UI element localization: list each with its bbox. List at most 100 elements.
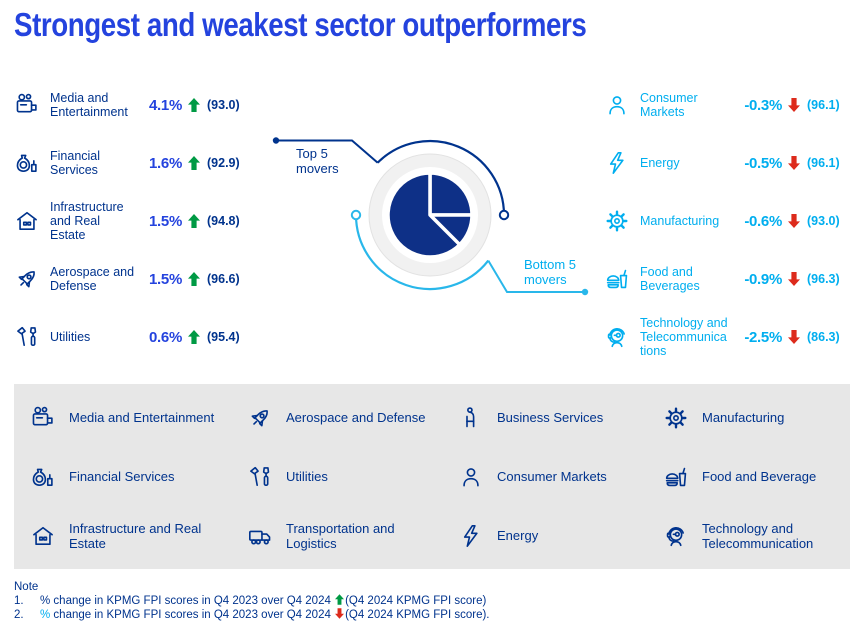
fpi-score: (93.0) (207, 98, 240, 112)
note-pct: % (40, 609, 51, 621)
tools-icon (14, 324, 50, 350)
note-body: change in KPMG FPI scores in Q4 2023 ove… (50, 609, 335, 621)
mover-row: Technology and Telecommunications -2.5% … (604, 308, 864, 366)
pct-change: 1.5% (149, 212, 182, 230)
bottom-movers-arc (354, 214, 490, 291)
money-bag-icon (30, 464, 56, 490)
page-title: Strongest and weakest sector outperforme… (14, 6, 587, 43)
food-drink-icon (604, 266, 640, 292)
note-suffix: (Q4 2024 KPMG FPI score) (345, 595, 487, 607)
person-icon (458, 464, 484, 490)
mover-row: Manufacturing -0.6% (93.0) (604, 192, 864, 250)
legend-item: Media and Entertainment (30, 405, 247, 431)
legend-label: Financial Services (69, 469, 175, 484)
down-arrow-icon (782, 214, 806, 228)
person-icon (604, 92, 640, 118)
legend-item: Consumer Markets (458, 464, 663, 490)
up-arrow-icon (335, 594, 345, 605)
note-number: 1. (14, 595, 24, 607)
sector-label: Manufacturing (640, 214, 720, 228)
fpi-score: (96.3) (807, 272, 840, 286)
down-arrow-icon (782, 330, 806, 344)
legend-label: Food and Beverage (702, 469, 817, 484)
pct-change: 1.6% (149, 154, 182, 172)
note-item: 2. % change in KPMG FPI scores in Q4 202… (14, 608, 490, 622)
fpi-score: (96.6) (207, 272, 240, 286)
lightning-icon (458, 523, 484, 549)
pct-change: 1.5% (149, 270, 182, 288)
note-text: % change in KPMG FPI scores in Q4 2023 o… (40, 608, 490, 622)
up-arrow-icon (182, 330, 206, 344)
legend-label: Manufacturing (702, 410, 785, 425)
down-arrow-icon (782, 156, 806, 170)
sector-label: Infrastructure and Real Estate (50, 200, 124, 242)
legend-item: Food and Beverage (663, 464, 850, 490)
note-text: % change in KPMG FPI scores in Q4 2023 o… (40, 594, 486, 608)
legend-item: Transportation and Logistics (247, 521, 458, 551)
pct-change: -0.3% (744, 96, 782, 114)
legend-label: Infrastructure and Real Estate (69, 520, 202, 551)
fpi-score: (92.9) (207, 156, 240, 170)
headset-head-icon (604, 324, 640, 350)
fpi-score: (95.4) (207, 330, 240, 344)
bottom-movers-column: Consumer Markets -0.3% (96.1) Energy -0.… (604, 76, 864, 366)
mover-row: Media and Entertainment 4.1% (93.0) (14, 76, 266, 134)
legend-label: Transportation and Logistics (286, 520, 395, 551)
rocket-icon (247, 405, 273, 431)
legend-label: Technology and Telecommunication (702, 520, 814, 551)
truck-icon (247, 523, 273, 549)
pct-change: -0.6% (744, 212, 782, 230)
sector-label: Financial Services (50, 149, 101, 177)
top-movers-column: Media and Entertainment 4.1% (93.0) Fina… (14, 76, 266, 366)
pct-change: 0.6% (149, 328, 182, 346)
note-section: Note 1. % change in KPMG FPI scores in Q… (14, 580, 490, 622)
tools-icon (247, 464, 273, 490)
pct-change: -2.5% (744, 328, 782, 346)
note-number: 2. (14, 609, 24, 621)
up-arrow-icon (182, 214, 206, 228)
pct-change: -0.9% (744, 270, 782, 288)
sector-label: Energy (640, 156, 680, 170)
legend-item: Business Services (458, 405, 663, 431)
legend-label: Media and Entertainment (69, 410, 215, 425)
note-heading: Note (14, 581, 39, 593)
sector-label: Utilities (50, 330, 91, 344)
mover-row: Infrastructure and Real Estate 1.5% (94.… (14, 192, 266, 250)
right-hollow-dot (498, 209, 510, 221)
food-drink-icon (663, 464, 689, 490)
up-arrow-icon (182, 272, 206, 286)
legend-label: Energy (497, 528, 539, 543)
mover-row: Energy -0.5% (96.1) (604, 134, 864, 192)
legend-label: Aerospace and Defense (286, 410, 426, 425)
building-icon (30, 523, 56, 549)
left-hollow-dot (350, 209, 362, 221)
lightning-icon (604, 150, 640, 176)
pie-wedge-main (386, 171, 462, 259)
up-arrow-icon (182, 156, 206, 170)
fpi-score: (96.1) (807, 98, 840, 112)
down-arrow-icon (782, 98, 806, 112)
note-item: 1. % change in KPMG FPI scores in Q4 202… (14, 594, 490, 608)
up-arrow-icon (182, 98, 206, 112)
legend-label: Consumer Markets (497, 469, 607, 484)
fpi-score: (96.1) (807, 156, 840, 170)
bottom-movers-label: Bottom 5 movers (524, 257, 577, 287)
gear-icon (663, 405, 689, 431)
legend-item: Energy (458, 523, 663, 549)
sector-label: Media and Entertainment (50, 91, 128, 119)
top-movers-arc (376, 139, 506, 216)
bottom-connector-line (487, 260, 583, 293)
headset-head-icon (663, 523, 689, 549)
pie-chart-graphic (272, 137, 589, 296)
pct-change: 4.1% (149, 96, 182, 114)
fpi-score: (94.8) (207, 214, 240, 228)
rocket-icon (14, 266, 50, 292)
legend-label: Utilities (286, 469, 328, 484)
top-movers-label: Top 5 movers (296, 146, 339, 176)
bottom-connector-dot (581, 288, 589, 296)
mover-row: Aerospace and Defense 1.5% (96.6) (14, 250, 266, 308)
movie-camera-icon (30, 405, 56, 431)
mover-row: Food and Beverages -0.9% (96.3) (604, 250, 864, 308)
mover-row: Financial Services 1.6% (92.9) (14, 134, 266, 192)
